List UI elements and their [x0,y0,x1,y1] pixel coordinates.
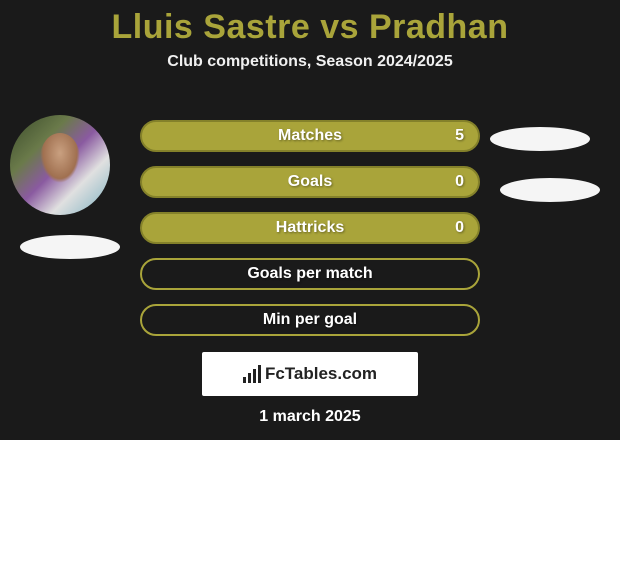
stat-row-min-per-goal: Min per goal [140,304,480,336]
stat-value: 0 [455,219,464,237]
logo-text: FcTables.com [265,364,377,384]
stat-label: Min per goal [263,311,357,329]
player-name-pill-right-1 [490,127,590,151]
fctables-logo: FcTables.com [202,352,418,396]
stat-row-goals-per-match: Goals per match [140,258,480,290]
stat-label: Goals per match [247,265,372,283]
subtitle: Club competitions, Season 2024/2025 [0,53,620,71]
stat-row-hattricks: Hattricks 0 [140,212,480,244]
stat-label: Matches [278,127,342,145]
comparison-card: Lluis Sastre vs Pradhan Club competition… [0,0,620,440]
stat-label: Goals [288,173,332,191]
player-name-pill-left [20,235,120,259]
stat-bars: Matches 5 Goals 0 Hattricks 0 Goals per match M… [140,120,480,350]
bar-chart-icon [243,365,261,383]
footer-date: 1 march 2025 [0,408,620,426]
white-footer-area [0,440,620,580]
stat-row-matches: Matches 5 [140,120,480,152]
player-avatar-left [10,115,110,215]
stat-value: 0 [455,173,464,191]
stat-value: 5 [455,127,464,145]
stat-label: Hattricks [276,219,344,237]
stat-row-goals: Goals 0 [140,166,480,198]
player-name-pill-right-2 [500,178,600,202]
page-title: Lluis Sastre vs Pradhan [0,0,620,47]
